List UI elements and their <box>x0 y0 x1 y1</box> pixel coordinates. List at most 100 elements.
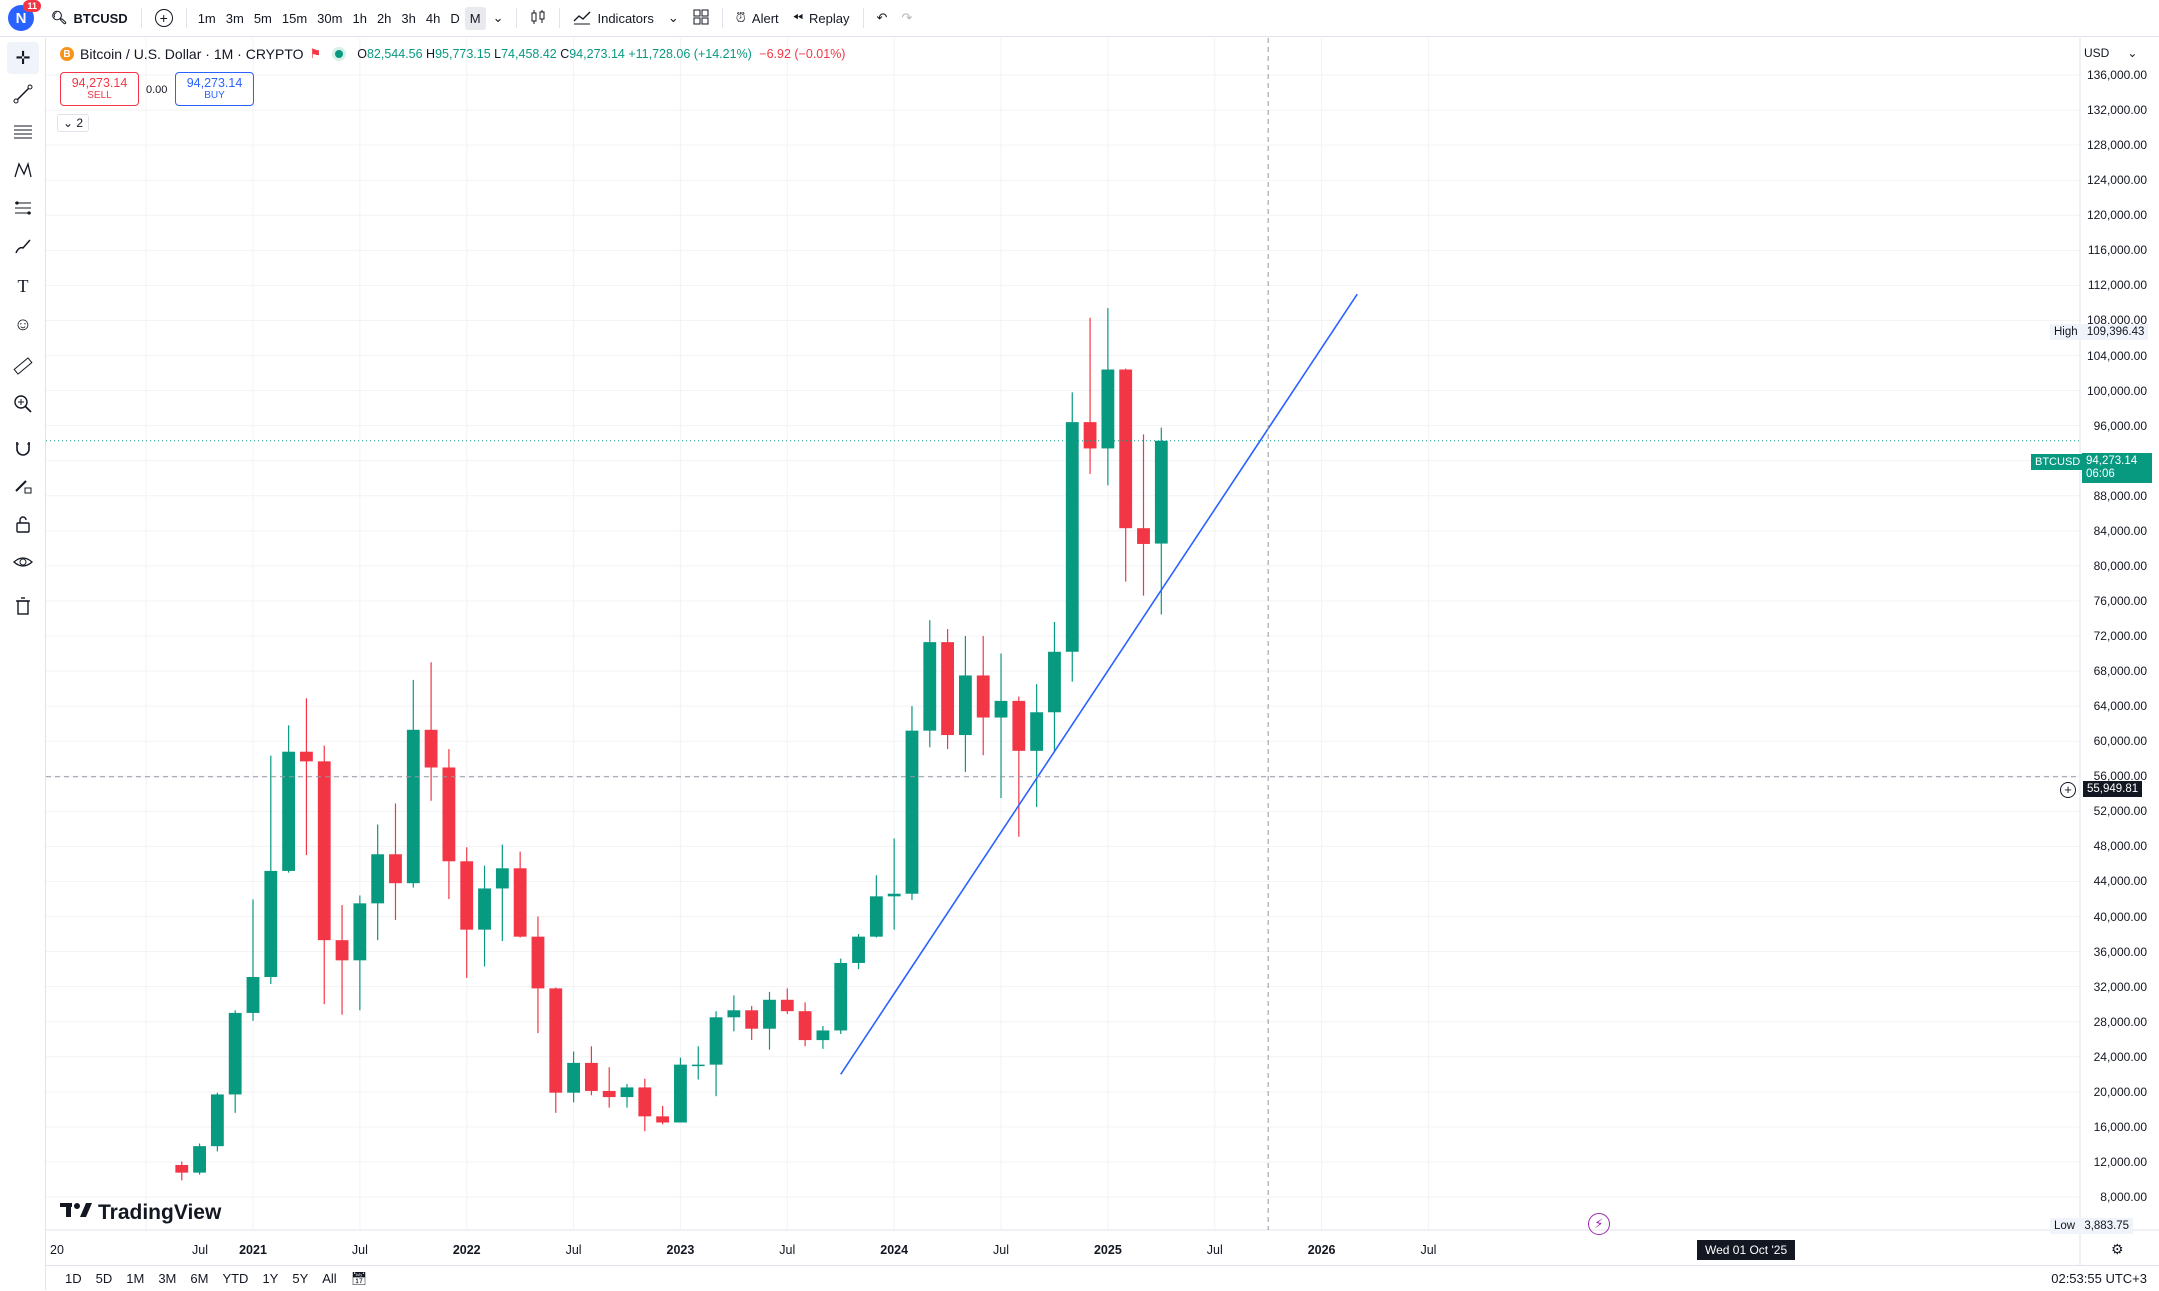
candle-down <box>602 1090 616 1098</box>
price-scale-label: 32,000.00 <box>2093 979 2147 994</box>
stay-drawing-button[interactable] <box>7 472 39 504</box>
date-range-button[interactable]: 📅︎ <box>344 1271 375 1287</box>
tradingview-logo[interactable]: TradingView <box>60 1201 221 1225</box>
add-alert-icon[interactable]: + <box>2060 782 2076 798</box>
timeframe-2h-button[interactable]: 2h <box>376 10 392 26</box>
candle-down <box>1137 528 1150 544</box>
undo-button[interactable]: ↶ <box>870 6 895 30</box>
text-tool-button[interactable]: T <box>7 270 39 302</box>
range-5y-button[interactable]: 5Y <box>292 1271 309 1286</box>
alarm-clock-icon: ⏰︎ <box>735 10 746 25</box>
candle-up <box>905 730 919 894</box>
range-selector: 1D 5D 1M 3M 6M YTD 1Y 5Y All <box>58 1271 344 1286</box>
sell-button[interactable]: 94,273.14 SELL <box>60 72 139 106</box>
fib-tool-button[interactable] <box>7 118 39 150</box>
low-marker-label: Low <box>2054 1220 2076 1232</box>
hide-drawings-button[interactable] <box>7 548 39 580</box>
candle-up <box>674 1064 687 1123</box>
timeframe-dropdown-button[interactable]: ⌄ <box>486 6 511 30</box>
open-value: 82,544.56 <box>366 47 423 61</box>
timeframe-15m-button[interactable]: 15m <box>281 10 308 26</box>
alert-button[interactable]: ⏰︎ Alert <box>729 6 786 30</box>
forecast-tool-button[interactable] <box>7 194 39 226</box>
symbol-search-button[interactable]: 🔍︎ BTCUSD <box>44 6 135 30</box>
candle-down <box>513 868 527 937</box>
flag-icon[interactable]: ⚑ <box>309 46 322 61</box>
crosshair-tool-button[interactable]: ✛ <box>7 42 39 74</box>
icon-tool-button[interactable]: ☺ <box>7 308 39 340</box>
compare-symbol-button[interactable]: + <box>148 5 180 31</box>
buy-button[interactable]: 94,273.14 BUY <box>175 72 254 106</box>
range-6m-button[interactable]: 6M <box>190 1271 209 1286</box>
ohlc-values: O82,544.56 H95,773.15 L74,458.42 C94,273… <box>357 47 845 61</box>
price-scale-label: 108,000.00 <box>2086 313 2147 328</box>
timeframe-5m-button[interactable]: 5m <box>253 10 272 26</box>
chevron-down-icon: ⌄ <box>492 10 504 25</box>
lock-icon <box>13 514 33 539</box>
indicators-button[interactable]: Indicators <box>566 5 660 32</box>
price-scale-label: 8,000.00 <box>2100 1190 2147 1204</box>
timeframe-1m-button[interactable]: 1m <box>197 10 216 26</box>
range-5d-button[interactable]: 5D <box>95 1271 113 1286</box>
candle-down <box>389 854 402 884</box>
redo-button[interactable]: ↷ <box>894 6 919 30</box>
divider <box>559 8 561 28</box>
timeframe-d-button[interactable]: D <box>450 10 460 26</box>
series-title[interactable]: Bitcoin / U.S. Dollar · 1M · CRYPTO <box>80 46 304 62</box>
chart-settings-button[interactable]: ⚙ <box>2111 1241 2124 1258</box>
price-scale-label: 56,000.00 <box>2093 769 2147 784</box>
low-value: 74,458.42 <box>501 47 557 61</box>
candle-up <box>210 1094 224 1147</box>
candle-down <box>656 1116 670 1123</box>
lightning-icon[interactable]: ⚡︎ <box>1588 1213 1610 1235</box>
collapse-indicators-button[interactable]: ⌄ 2 <box>57 114 90 132</box>
indicator-templates-button[interactable]: ⌄ <box>661 6 686 30</box>
high-marker-value: 109,396.43 <box>2086 326 2145 338</box>
candle-up <box>763 999 776 1029</box>
timeframe-3h-button[interactable]: 3h <box>401 10 416 26</box>
range-ytd-button[interactable]: YTD <box>222 1271 249 1286</box>
magnet-tool-button[interactable] <box>7 434 39 466</box>
timeframe-30m-button[interactable]: 30m <box>317 10 343 26</box>
currency-label: USD <box>2084 46 2110 60</box>
range-1y-button[interactable]: 1Y <box>262 1271 279 1286</box>
trendline-tool-button[interactable] <box>7 80 39 112</box>
brush-tool-button[interactable] <box>7 232 39 264</box>
timeframe-1h-button[interactable]: 1h <box>352 10 367 26</box>
price-scale-label: 80,000.00 <box>2093 558 2147 573</box>
zoom-tool-button[interactable] <box>7 390 39 422</box>
measure-tool-button[interactable] <box>7 352 39 384</box>
price-scale-label: 24,000.00 <box>2093 1049 2147 1064</box>
remove-drawings-button[interactable] <box>7 592 39 624</box>
lock-drawings-button[interactable] <box>7 510 39 542</box>
range-1m-button[interactable]: 1M <box>126 1271 145 1286</box>
chart-type-button[interactable] <box>523 5 553 32</box>
clock[interactable]: 02:53:55 UTC+3 <box>2051 1271 2147 1286</box>
crosshair-price-tag: 55,949.81 <box>2083 781 2143 797</box>
grid-layout-icon <box>693 9 709 28</box>
trend-line-drawing <box>840 293 1358 1075</box>
currency-selector[interactable]: USD ⌄ <box>2084 46 2137 60</box>
candle-up <box>246 976 260 1013</box>
text-icon: T <box>17 275 29 296</box>
timeframe-4h-button[interactable]: 4h <box>425 10 441 26</box>
candle-down <box>531 936 545 989</box>
change-value: +11,728.06 (+14.21%) <box>628 47 752 61</box>
pattern-tool-button[interactable] <box>7 156 39 188</box>
replay-button[interactable]: ⏪︎ Replay <box>786 6 857 30</box>
layout-button[interactable] <box>686 5 716 32</box>
timeframe-3m-button[interactable]: 3m <box>225 10 244 26</box>
candle-down <box>442 767 456 862</box>
timeframe-m-button[interactable]: M <box>464 6 486 30</box>
divider <box>721 8 723 28</box>
price-scale-label: 16,000.00 <box>2093 1119 2147 1134</box>
calendar-icon: 📅︎ <box>350 1270 368 1286</box>
user-avatar[interactable]: N 11 <box>8 0 41 31</box>
range-1d-button[interactable]: 1D <box>65 1271 82 1286</box>
sell-price: 94,273.14 <box>71 76 128 90</box>
range-3m-button[interactable]: 3M <box>158 1271 177 1286</box>
price-scale-label: 132,000.00 <box>2086 103 2147 118</box>
ruler-icon <box>13 356 33 381</box>
range-all-button[interactable]: All <box>322 1271 337 1286</box>
